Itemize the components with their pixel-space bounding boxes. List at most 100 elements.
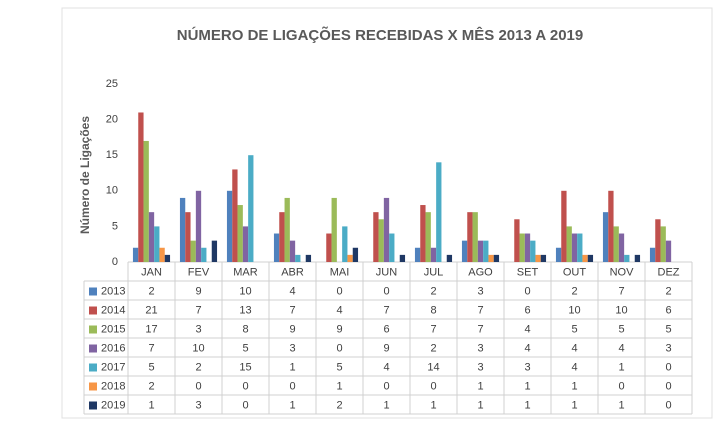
bar [284,197,290,262]
bar [519,233,525,262]
table-cell: 3 [289,342,295,354]
bar [436,162,442,262]
table-cell: 1 [430,399,436,411]
table-cell: 0 [383,380,389,392]
bar [649,247,656,262]
bar [420,205,426,262]
legend-label: 2013 [101,285,125,297]
table-cell: 4 [571,361,577,373]
table-cell: 0 [618,380,624,392]
bar [305,254,312,262]
bar [535,254,541,262]
table-cell: 10 [192,342,204,354]
table-cell: 4 [618,342,624,354]
table-cell: 1 [571,399,577,411]
table-cell: 1 [289,361,295,373]
bar [279,212,285,262]
table-cell: 0 [289,380,295,392]
bar [582,254,588,262]
bar [273,233,280,262]
legend-label: 2016 [101,342,125,354]
bar [154,226,160,262]
bar [237,205,243,262]
table-cell: 4 [336,304,342,316]
table-cell: 8 [242,323,248,335]
x-tick-label: JUN [376,266,397,278]
legend-label: 2017 [101,361,125,373]
table-cell: 7 [195,304,201,316]
table-cell: 13 [239,304,251,316]
y-tick-label: 15 [106,149,118,161]
table-cell: 4 [524,342,530,354]
table-cell: 7 [477,304,483,316]
table-cell: 1 [524,380,530,392]
x-tick-label: JUL [424,266,444,278]
x-tick-label: SET [517,266,539,278]
table-cell: 0 [336,342,342,354]
legend-swatch [89,325,97,334]
bar [373,212,379,262]
bar [342,226,348,262]
table-cell: 10 [239,285,251,297]
table-cell: 10 [615,304,627,316]
table-cell: 21 [145,304,157,316]
bar [164,254,171,262]
table-cell: 8 [430,304,436,316]
bar [566,226,572,262]
bar [289,240,296,262]
table-cell: 3 [195,399,201,411]
y-tick-label: 5 [112,220,118,232]
x-tick-label: AGO [468,266,493,278]
bar [624,254,630,262]
legend-label: 2018 [101,380,125,392]
table-cell: 0 [195,380,201,392]
table-cell: 2 [148,285,154,297]
bar [148,212,155,262]
table-cell: 3 [477,342,483,354]
bar [242,226,249,262]
legend-swatch [89,287,97,296]
bar [602,212,609,262]
bar [530,240,536,262]
table-cell: 2 [430,285,436,297]
legend-swatch [89,401,97,410]
chart-title: NÚMERO DE LIGAÇÕES RECEBIDAS X MÊS 2013 … [177,26,584,44]
table-cell: 3 [477,361,483,373]
table-cell: 6 [383,323,389,335]
table-cell: 7 [430,323,436,335]
bar [461,240,468,262]
bar [587,254,594,262]
bar [561,190,567,262]
table-cell: 1 [336,380,342,392]
bar [540,254,547,262]
table-cell: 7 [148,342,154,354]
bar [352,247,359,262]
bar [488,254,494,262]
legend-label: 2014 [101,304,125,316]
bar [389,233,395,262]
table-cell: 0 [242,399,248,411]
table-cell: 7 [289,304,295,316]
bar [201,247,207,262]
bar [248,155,254,262]
bar [383,197,390,262]
y-axis-label: Número de Ligações [78,116,92,234]
table-cell: 2 [430,342,436,354]
legend-swatch [89,382,97,391]
bar [185,212,191,262]
bar [226,190,233,262]
bar [467,212,473,262]
table-cell: 7 [383,304,389,316]
table-cell: 9 [289,323,295,335]
table-cell: 4 [383,361,389,373]
table-cell: 7 [477,323,483,335]
table-cell: 0 [524,285,530,297]
table-cell: 9 [336,323,342,335]
table-cell: 5 [336,361,342,373]
table-cell: 17 [145,323,157,335]
bar [331,197,337,262]
bar [425,212,431,262]
x-tick-label: ABR [281,266,304,278]
table-cell: 2 [148,380,154,392]
